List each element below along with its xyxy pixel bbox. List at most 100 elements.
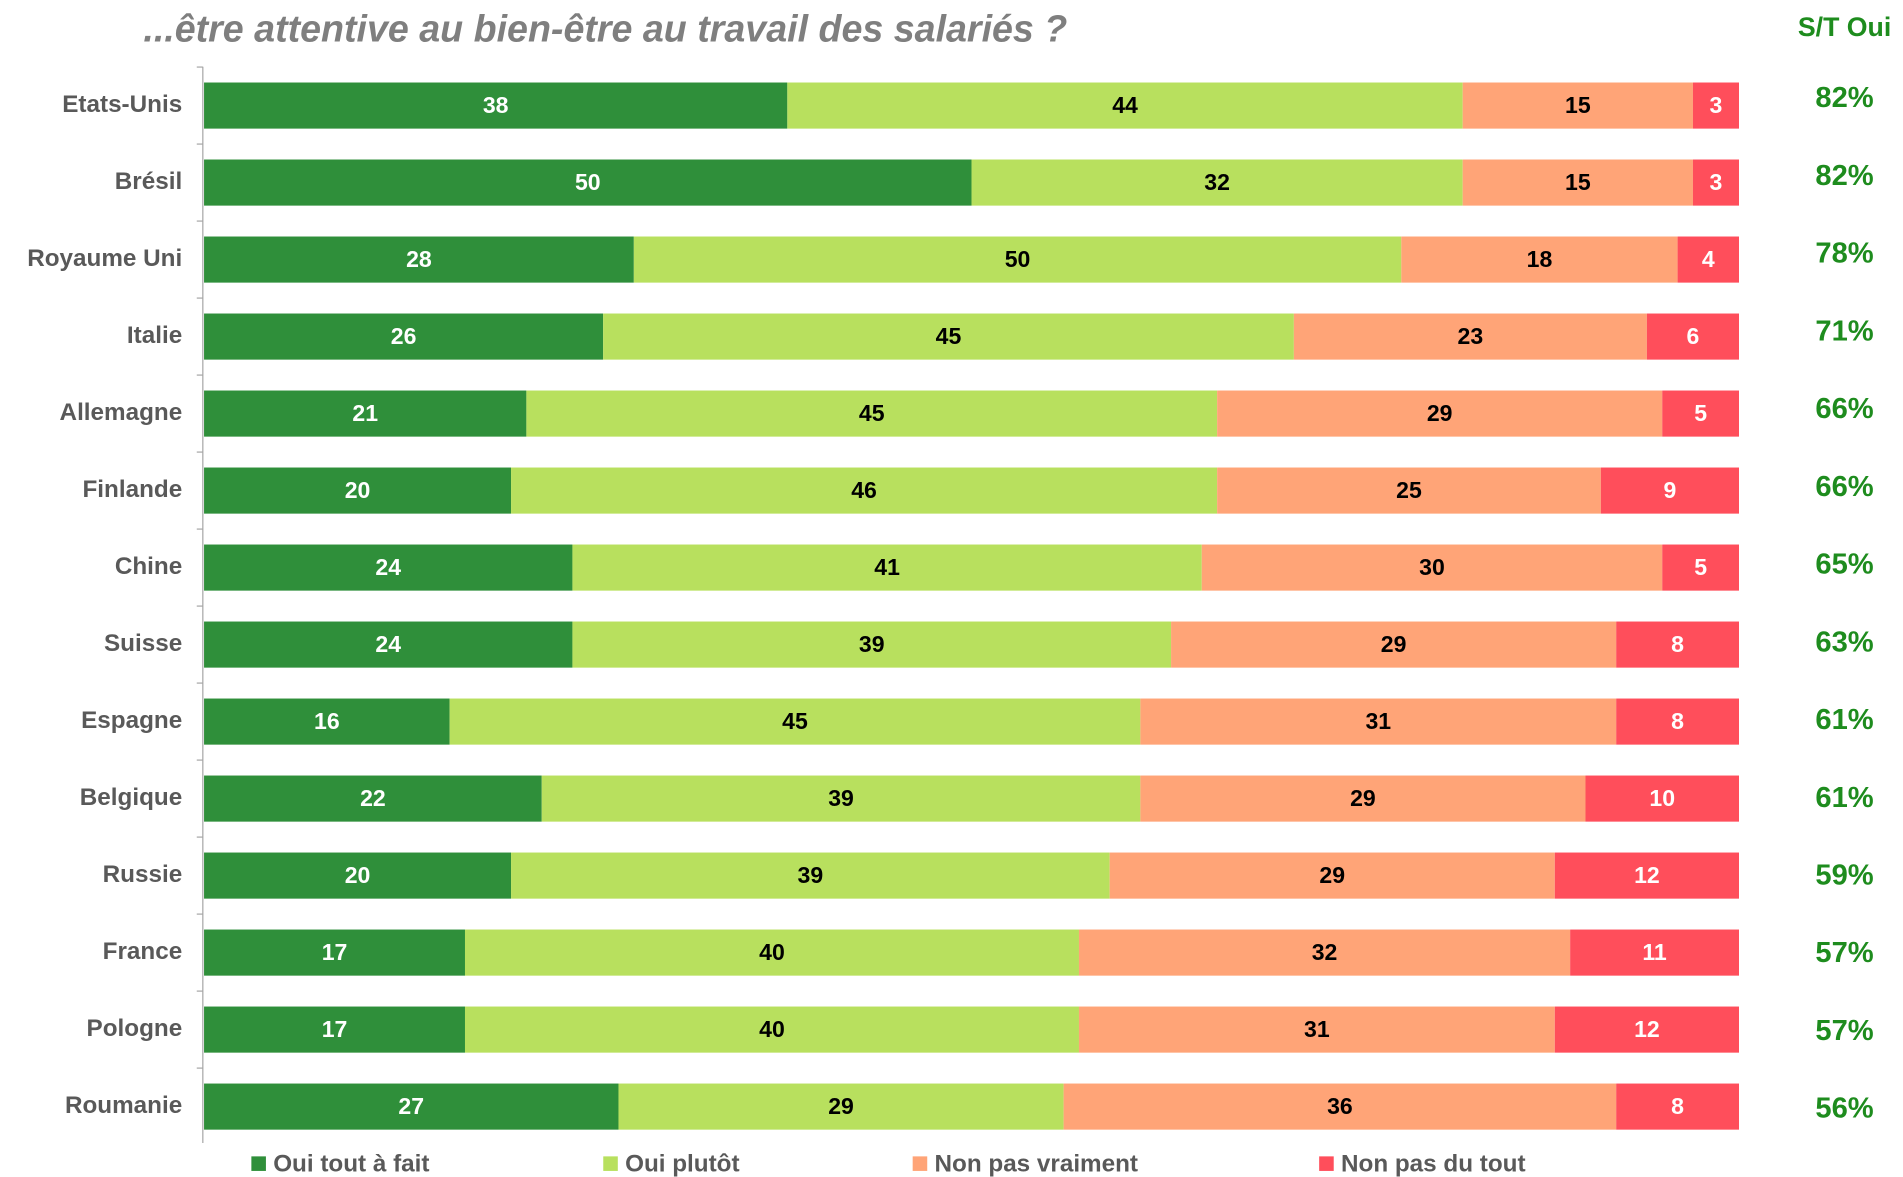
bar-segment <box>572 621 1172 668</box>
y-tick-label: Allemagne <box>60 399 183 426</box>
bar-segment <box>787 82 1463 129</box>
bar-segment <box>541 775 1141 822</box>
legend-label: Oui plutôt <box>625 1150 739 1177</box>
bar-segment <box>1109 852 1555 899</box>
bar-segment <box>204 698 450 745</box>
y-tick-label: Finlande <box>82 476 182 503</box>
bar-segment <box>1646 313 1739 360</box>
total-label: 82% <box>1815 160 1873 192</box>
y-tick-label: Espagne <box>81 707 182 734</box>
bar-segment <box>1692 82 1739 129</box>
legend-label: Non pas vraiment <box>935 1150 1138 1177</box>
bar-segment <box>204 1006 465 1053</box>
total-label: 78% <box>1815 238 1873 270</box>
data-label: 6 <box>1687 323 1700 349</box>
data-label: 45 <box>782 708 808 734</box>
bar-segment <box>204 313 604 360</box>
legend-label: Non pas du tout <box>1341 1150 1526 1177</box>
data-label: 5 <box>1694 400 1707 426</box>
data-label: 40 <box>759 939 785 965</box>
data-label: 44 <box>1112 92 1138 118</box>
data-label: 50 <box>1005 246 1031 272</box>
data-label: 21 <box>352 400 378 426</box>
total-label: 65% <box>1815 549 1873 581</box>
bar-segment <box>1078 929 1571 976</box>
bar-segment <box>1570 929 1739 976</box>
total-label: 66% <box>1815 471 1873 503</box>
bar-segment <box>204 621 573 668</box>
bar-segment <box>971 159 1463 206</box>
total-label: 57% <box>1815 937 1873 969</box>
bar-segment <box>1600 467 1739 514</box>
data-label: 22 <box>360 785 386 811</box>
data-label: 12 <box>1634 862 1660 888</box>
data-label: 45 <box>859 400 885 426</box>
data-label: 20 <box>345 477 371 503</box>
data-label: 3 <box>1710 92 1723 118</box>
y-tick-label: France <box>103 938 183 965</box>
data-label: 23 <box>1458 323 1484 349</box>
data-label: 8 <box>1671 631 1684 657</box>
data-label: 17 <box>322 1016 348 1042</box>
bar-segment <box>204 467 512 514</box>
bar-segment <box>1462 82 1693 129</box>
bar-segment <box>1662 390 1739 437</box>
data-label: 39 <box>798 862 824 888</box>
data-label: 8 <box>1671 1093 1684 1119</box>
data-label: 15 <box>1565 92 1591 118</box>
data-label: 4 <box>1702 246 1715 272</box>
data-label: 16 <box>314 708 340 734</box>
bar-segment <box>511 467 1218 514</box>
data-label: 10 <box>1649 785 1675 811</box>
data-label: 32 <box>1204 169 1230 195</box>
total-label: 57% <box>1815 1015 1873 1047</box>
bar-segment <box>526 390 1218 437</box>
bar-segment <box>204 544 573 591</box>
y-tick-label: Pologne <box>87 1015 183 1042</box>
total-label: 56% <box>1815 1093 1873 1125</box>
data-label: 12 <box>1634 1016 1660 1042</box>
total-label: 61% <box>1815 782 1873 814</box>
y-tick-label: Suisse <box>104 630 182 657</box>
bar-segment <box>1585 775 1739 822</box>
data-label: 20 <box>345 862 371 888</box>
bar-segment <box>1554 852 1739 899</box>
data-label: 32 <box>1312 939 1338 965</box>
data-label: 41 <box>874 554 900 580</box>
bar-segment <box>1554 1006 1739 1053</box>
bar-segment <box>1692 159 1739 206</box>
bar-segment <box>1078 1006 1555 1053</box>
bar-segment <box>204 852 512 899</box>
data-label: 39 <box>859 631 885 657</box>
bar-segment <box>1140 698 1617 745</box>
data-label: 26 <box>391 323 417 349</box>
bar-segment <box>1063 1083 1617 1130</box>
data-label: 39 <box>828 785 854 811</box>
y-tick-label: Russie <box>103 861 183 888</box>
data-label: 24 <box>375 554 401 580</box>
data-label: 15 <box>1565 169 1591 195</box>
bar-segment <box>1401 236 1678 283</box>
bar-segment <box>1616 698 1739 745</box>
data-label: 9 <box>1664 477 1677 503</box>
data-label: 46 <box>851 477 877 503</box>
total-label: 82% <box>1815 82 1873 114</box>
bar-segment <box>1616 1083 1739 1130</box>
data-label: 18 <box>1527 246 1553 272</box>
data-label: 38 <box>483 92 509 118</box>
data-label: 5 <box>1694 554 1707 580</box>
data-label: 29 <box>1381 631 1407 657</box>
data-label: 30 <box>1419 554 1445 580</box>
total-label: 59% <box>1815 859 1873 891</box>
data-label: 29 <box>1427 400 1453 426</box>
y-tick-label: Chine <box>115 553 182 580</box>
data-label: 36 <box>1327 1093 1353 1119</box>
bar-segment <box>1662 544 1739 591</box>
data-label: 29 <box>828 1093 854 1119</box>
bar-segment <box>204 82 788 129</box>
bar-segment <box>204 1083 619 1130</box>
bar-segment <box>464 1006 1079 1053</box>
y-tick-label: Etats-Unis <box>62 91 182 118</box>
bar-segment <box>464 929 1079 976</box>
data-label: 45 <box>936 323 962 349</box>
